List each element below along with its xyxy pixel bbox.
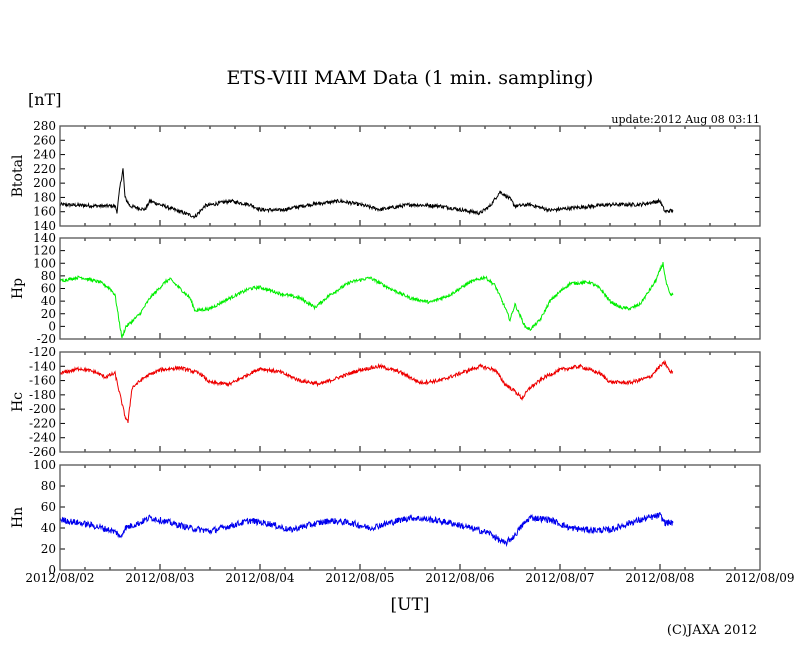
series-line-hn: [59, 512, 674, 548]
panel-frame: [59, 351, 761, 453]
y-tick-label: 200: [33, 176, 56, 190]
y-tick-label: 140: [33, 231, 56, 245]
panel-frame: [59, 125, 761, 227]
y-tick-label: 220: [33, 162, 56, 176]
y-tick-label: 0: [48, 319, 56, 333]
y-tick-label: -260: [29, 445, 56, 459]
y-tick-label: 80: [41, 269, 56, 283]
y-tick-label: -120: [29, 345, 56, 359]
y-tick-label: 20: [41, 542, 56, 556]
copyright: (C)JAXA 2012: [667, 623, 757, 638]
y-tick-label: -180: [29, 388, 56, 402]
y-tick-label: 40: [41, 521, 56, 535]
panel-hc: -260-240-220-200-180-160-140-120 Hc: [10, 345, 761, 459]
y-tick-label: 240: [33, 148, 56, 162]
series-line-hc: [59, 359, 674, 423]
y-tick-label: 100: [33, 256, 56, 270]
y-axis-label: Btotal: [10, 154, 26, 197]
unit-label: [nT]: [28, 90, 61, 109]
update-text: update:2012 Aug 08 03:11: [611, 113, 760, 126]
y-axis-label: Hn: [10, 507, 26, 528]
x-tick-label: 2012/08/02: [25, 571, 94, 585]
y-tick-label: 280: [33, 119, 56, 133]
y-tick-label: 60: [41, 500, 56, 514]
y-tick-label: 180: [33, 190, 56, 204]
y-tick-label: -20: [37, 332, 56, 346]
x-axis-label: [UT]: [391, 595, 430, 615]
y-tick-label: -240: [29, 431, 56, 445]
x-tick-label: 2012/08/05: [325, 571, 394, 585]
y-tick-label: 260: [33, 133, 56, 147]
series-line-hp: [59, 261, 674, 339]
y-tick-label: 120: [33, 244, 56, 258]
y-tick-label: -140: [29, 359, 56, 373]
y-tick-label: 20: [41, 307, 56, 321]
y-tick-label: -220: [29, 416, 56, 430]
y-tick-label: 80: [41, 479, 56, 493]
panel-hn: 0 20 40 60 80 100 Hn: [10, 458, 761, 577]
series-line-btotal: [59, 168, 674, 220]
panel-frame: [59, 237, 761, 340]
y-tick-label: -160: [29, 374, 56, 388]
x-tick-label: 2012/08/06: [425, 571, 494, 585]
y-tick-label: 160: [33, 205, 56, 219]
x-tick-label: 2012/08/07: [525, 571, 594, 585]
y-tick-label: -200: [29, 402, 56, 416]
x-tick-label: 2012/08/08: [625, 571, 694, 585]
x-tick-label: 2012/08/04: [225, 571, 295, 585]
y-axis-label: Hp: [10, 278, 26, 299]
y-tick-label: 100: [33, 458, 56, 472]
chart-title: ETS-VIII MAM Data (1 min. sampling): [227, 67, 594, 89]
panel-frame: [59, 464, 761, 571]
y-tick-label: 40: [41, 294, 56, 308]
y-tick-label: 0: [48, 563, 56, 577]
y-tick-label: 60: [41, 282, 56, 296]
y-tick-label: 140: [33, 219, 56, 233]
x-tick-label: 2012/08/09: [725, 571, 794, 585]
x-tick-label: 2012/08/03: [125, 571, 194, 585]
y-axis-label: Hc: [10, 392, 26, 412]
